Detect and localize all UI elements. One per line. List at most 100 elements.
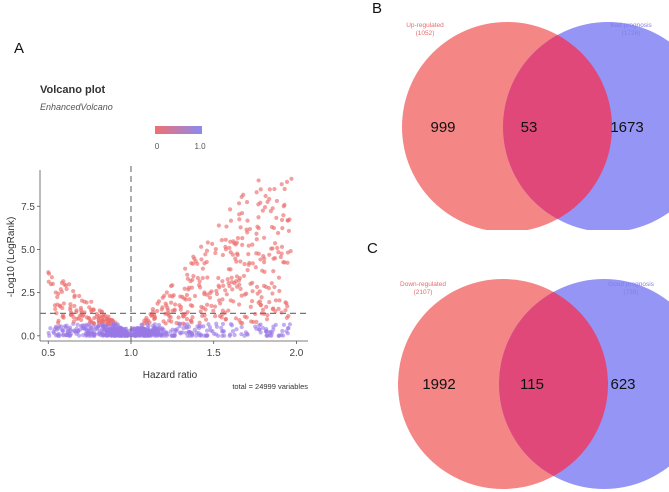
venn-b-overlap-count: 53	[521, 119, 538, 136]
data-point	[268, 209, 273, 214]
data-point	[190, 315, 195, 320]
data-point	[270, 291, 275, 296]
data-point	[92, 333, 97, 338]
data-point	[100, 314, 106, 319]
venn-b-left-count: (1052)	[416, 30, 435, 37]
data-point	[272, 241, 278, 246]
data-point	[154, 308, 160, 314]
data-point	[223, 237, 228, 242]
data-point	[287, 322, 293, 327]
data-point	[77, 293, 82, 299]
data-point	[266, 285, 271, 291]
legend-color-bar	[155, 126, 202, 134]
data-point	[286, 228, 291, 234]
data-point	[106, 321, 112, 326]
data-point	[164, 290, 169, 295]
data-point	[144, 328, 149, 334]
data-point	[202, 333, 207, 338]
data-point	[282, 186, 287, 192]
data-point	[241, 273, 247, 279]
data-point	[217, 285, 222, 290]
data-point	[178, 294, 183, 299]
data-point	[192, 293, 198, 299]
data-point	[276, 275, 282, 280]
data-point	[239, 332, 244, 337]
data-point	[180, 321, 186, 326]
data-point	[261, 283, 267, 288]
data-point	[131, 326, 136, 332]
data-point	[271, 268, 276, 274]
data-point	[49, 275, 54, 280]
data-point	[159, 307, 164, 312]
data-point	[195, 275, 200, 281]
data-point	[276, 333, 281, 338]
data-point	[236, 201, 242, 206]
data-point	[258, 187, 263, 192]
x-axis-label: Hazard ratio	[143, 370, 198, 381]
data-point	[245, 268, 250, 273]
data-point	[275, 230, 281, 236]
data-point	[279, 182, 284, 187]
data-point	[224, 224, 229, 229]
data-point	[174, 327, 179, 332]
data-point	[219, 325, 224, 331]
data-point	[230, 329, 236, 334]
data-point	[160, 326, 165, 331]
data-point	[276, 250, 281, 255]
data-point	[261, 235, 267, 240]
data-point	[214, 321, 219, 326]
data-point	[197, 333, 202, 338]
data-point	[74, 308, 79, 313]
data-point	[237, 302, 242, 307]
data-point	[271, 306, 276, 311]
legend-max-label: 1.0	[194, 142, 206, 151]
data-point	[55, 320, 61, 325]
volcano-points	[46, 176, 294, 338]
data-point	[186, 287, 191, 292]
data-point	[213, 250, 218, 256]
data-point	[60, 332, 66, 337]
data-point	[147, 332, 152, 337]
data-point	[209, 289, 214, 294]
data-point	[228, 322, 234, 327]
data-point	[220, 279, 225, 284]
data-point	[204, 248, 210, 253]
data-point	[247, 260, 252, 266]
venn-b-right-label: Bad prognosis	[610, 22, 652, 29]
data-point	[213, 314, 218, 319]
data-point	[256, 251, 261, 256]
data-point	[84, 300, 89, 305]
venn-b-right-only: 1673	[610, 119, 643, 136]
data-point	[166, 318, 172, 323]
data-point	[187, 297, 192, 302]
data-point	[72, 303, 77, 309]
x-tick-label: 2.0	[289, 348, 303, 359]
y-tick-label: 0.0	[21, 331, 35, 342]
data-point	[267, 187, 272, 192]
data-point	[55, 332, 60, 337]
data-point	[64, 286, 69, 292]
data-point	[214, 291, 220, 297]
data-point	[275, 245, 280, 251]
data-point	[189, 261, 194, 266]
data-point	[250, 280, 255, 285]
data-point	[254, 284, 260, 289]
data-point	[267, 252, 272, 257]
data-point	[200, 275, 205, 281]
data-point	[260, 268, 265, 273]
data-point	[71, 289, 76, 294]
data-point	[87, 324, 93, 329]
data-point	[285, 260, 290, 265]
data-point	[260, 325, 266, 331]
data-point	[279, 310, 284, 315]
data-point	[93, 326, 98, 332]
x-tick-label: 1.0	[124, 348, 138, 359]
data-point	[55, 302, 60, 307]
data-point	[237, 217, 242, 222]
data-point	[146, 323, 151, 328]
data-point	[230, 287, 235, 292]
venn-c-right-label: Good prognosis	[608, 281, 655, 288]
y-tick-label: 2.5	[21, 288, 35, 299]
data-point	[264, 317, 270, 322]
data-point	[289, 176, 294, 181]
